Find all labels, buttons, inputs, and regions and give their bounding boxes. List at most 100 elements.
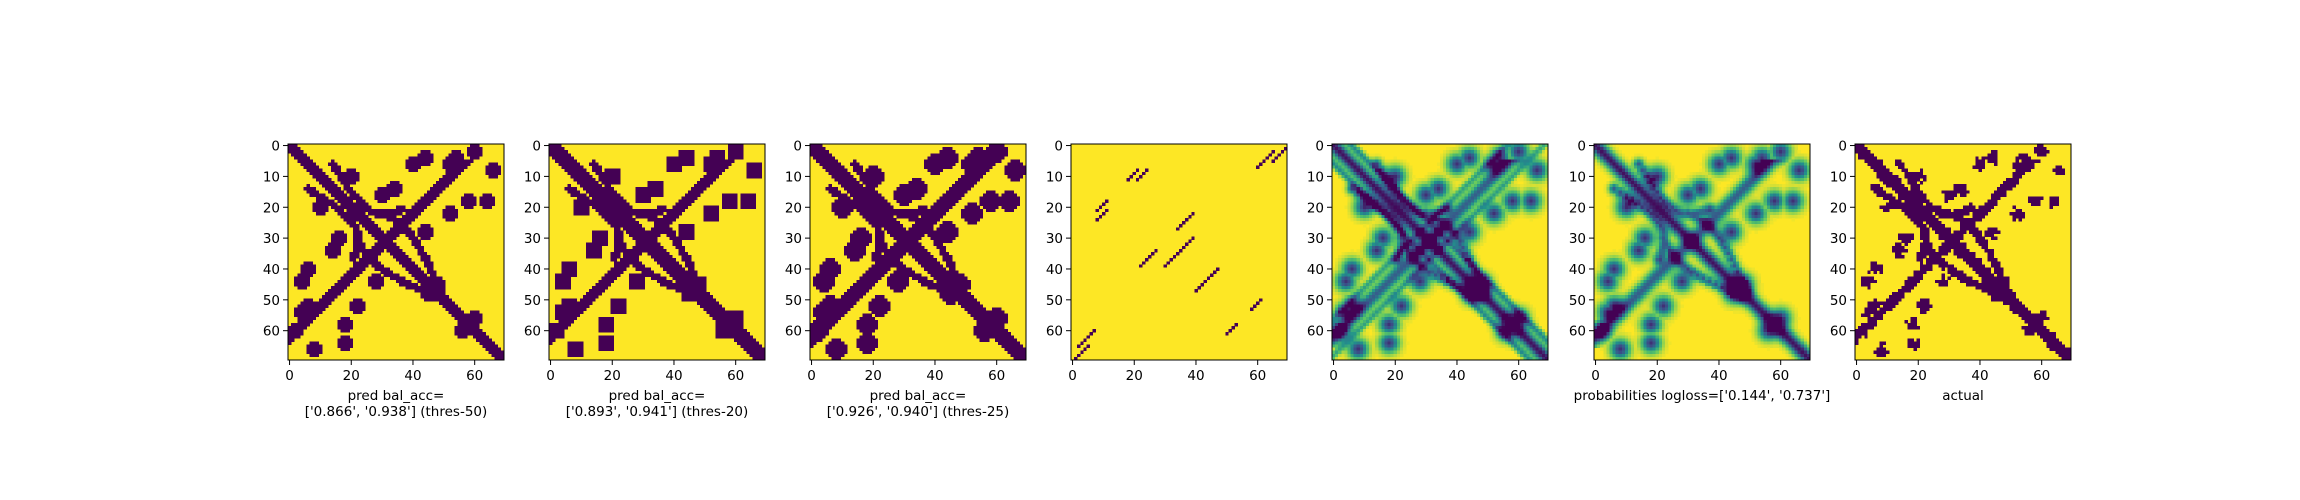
heatmap-cell [850,181,854,185]
heatmap-cell [488,162,492,166]
heatmap-cell [402,208,406,213]
heatmap-cell [473,147,477,151]
heatmap-cell [334,248,338,253]
heatmap-cell [337,285,341,290]
heatmap-cell [709,214,713,219]
heatmap-cell [752,202,757,207]
heatmap-cell [911,196,916,200]
heatmap-cell [573,267,578,271]
heatmap-cell [859,208,863,213]
heatmap-cell [918,261,922,265]
heatmap-cell [706,184,710,188]
heatmap-cell [663,205,667,210]
heatmap-cell [681,150,686,154]
heatmap-cell [951,199,956,203]
heatmap-cell [871,196,876,200]
heatmap-cell [948,255,953,259]
heatmap-cell [451,208,455,213]
heatmap-cell [893,245,897,250]
heatmap-cell [936,261,940,265]
heatmap-cell [982,322,987,327]
heatmap-cell [877,199,882,203]
heatmap-cell [905,242,910,247]
heatmap-cell [681,248,686,253]
heatmap-cell [337,338,341,342]
heatmap-cell [850,236,854,240]
heatmap-cell [613,276,618,281]
heatmap-cell [346,338,351,342]
heatmap-cell [930,282,934,287]
heatmap-cell [669,270,673,274]
heatmap-cell [939,236,943,240]
heatmap-cell [619,214,624,219]
heatmap-cell [948,233,953,237]
heatmap-cell [644,236,649,240]
heatmap-cell [420,252,425,256]
heatmap-cell [362,224,366,228]
heatmap-cell [899,245,903,250]
heatmap-cell [890,276,894,281]
heatmap-cell [448,310,452,315]
heatmap-cell [731,150,735,154]
heatmap-cell [1001,202,1005,207]
heatmap-cell [306,190,310,194]
heatmap-cell [592,196,596,200]
heatmap-cell [843,168,848,173]
heatmap-cell [856,199,860,203]
heatmap-cell [951,279,956,284]
heatmap-cell [466,162,471,166]
heatmap-cell [377,273,381,277]
heatmap-cell [734,319,738,324]
heatmap-cell [383,242,388,247]
heatmap-cell [840,211,845,216]
heatmap-cell [576,344,581,348]
heatmap-cell [877,295,882,299]
heatmap-cell [420,199,425,203]
heatmap-cell [813,147,817,151]
heatmap-cell [825,310,829,315]
heatmap-cell [334,255,338,259]
heatmap-cell [417,248,421,253]
heatmap-cell [300,282,304,287]
heatmap-cell [368,248,372,253]
heatmap-cell [573,313,578,318]
heatmap-cell [948,279,953,284]
heatmap-cell [420,224,425,228]
heatmap-cell [669,261,673,265]
heatmap-cell [647,270,652,274]
heatmap-cell [386,236,391,240]
heatmap-cell [337,211,341,216]
heatmap-cell [607,344,612,348]
heatmap-cell [420,162,425,166]
heatmap-cell [371,282,375,287]
heatmap-cell [862,242,866,247]
heatmap-cell [911,239,916,244]
heatmap-cell [294,276,298,281]
heatmap-cell [377,252,381,256]
heatmap-cell [389,227,394,231]
heatmap-cell [874,258,879,262]
heatmap-cell [951,236,956,240]
heatmap-cell [328,292,332,296]
heatmap-cell [604,171,608,176]
heatmap-cell [607,276,612,281]
heatmap-cell [871,298,876,302]
heatmap-cell [865,187,869,191]
heatmap-cell [405,282,409,287]
heatmap-cell [995,326,999,330]
heatmap-cell [706,159,710,163]
heatmap-cell [337,248,341,253]
heatmap-cell [417,230,421,234]
heatmap-cell [598,335,602,339]
heatmap-cell [473,150,477,154]
heatmap-cell [970,205,974,210]
heatmap-cell [616,307,621,311]
heatmap-cell [601,319,605,324]
heatmap-cell [470,310,474,315]
heatmap-cell [678,150,682,154]
heatmap-cell [887,248,891,253]
heatmap-cell [451,177,455,182]
heatmap-cell [473,326,477,330]
heatmap-cell [309,298,313,302]
heatmap-cell [567,184,571,188]
